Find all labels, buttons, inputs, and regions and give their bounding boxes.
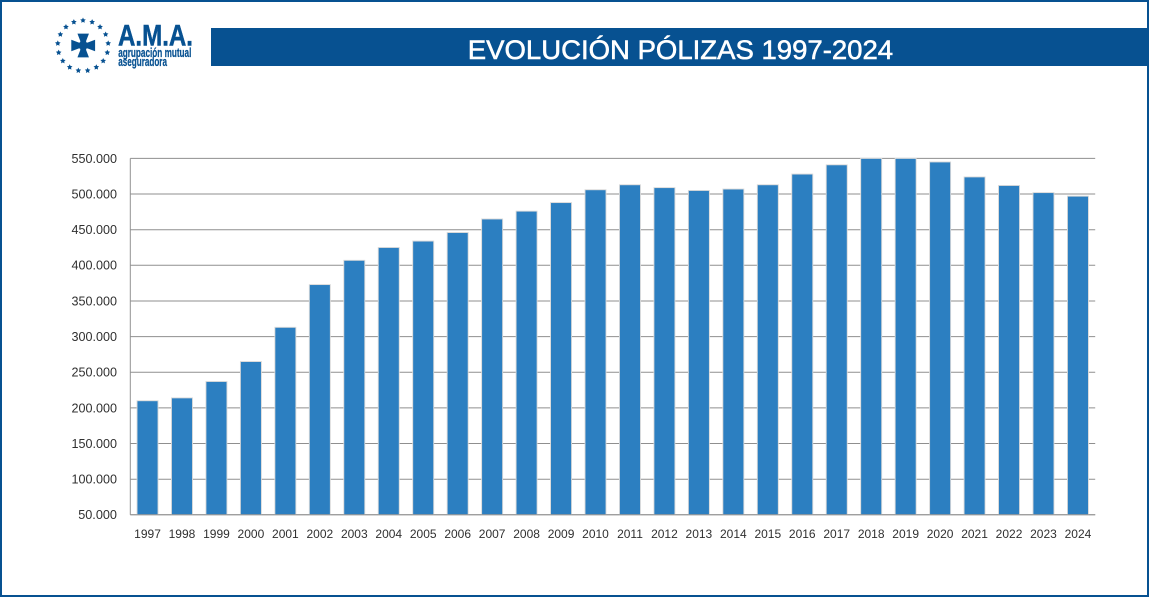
svg-text:2010: 2010 <box>582 527 609 541</box>
svg-text:400.000: 400.000 <box>72 258 118 273</box>
svg-text:EVOLUCIÓN PÓLIZAS 1997-2024: EVOLUCIÓN PÓLIZAS 1997-2024 <box>468 34 893 65</box>
svg-text:2009: 2009 <box>548 527 575 541</box>
svg-text:1998: 1998 <box>169 527 196 541</box>
svg-text:1999: 1999 <box>203 527 230 541</box>
svg-text:2012: 2012 <box>651 527 678 541</box>
svg-text:2022: 2022 <box>996 527 1023 541</box>
svg-text:2018: 2018 <box>858 527 885 541</box>
svg-text:2017: 2017 <box>823 527 850 541</box>
svg-text:2021: 2021 <box>961 527 988 541</box>
svg-text:2007: 2007 <box>479 527 506 541</box>
svg-text:2008: 2008 <box>513 527 540 541</box>
svg-text:200.000: 200.000 <box>72 400 118 415</box>
svg-text:2020: 2020 <box>927 527 954 541</box>
svg-text:550.000: 550.000 <box>72 151 118 166</box>
svg-text:2016: 2016 <box>789 527 816 541</box>
svg-text:150.000: 150.000 <box>72 436 118 451</box>
svg-text:2015: 2015 <box>754 527 781 541</box>
svg-text:500.000: 500.000 <box>72 186 118 201</box>
svg-text:2023: 2023 <box>1030 527 1057 541</box>
svg-text:aseguradora: aseguradora <box>118 55 167 69</box>
svg-text:2004: 2004 <box>375 527 402 541</box>
svg-text:2002: 2002 <box>306 527 333 541</box>
svg-text:50.000: 50.000 <box>78 507 117 522</box>
svg-text:450.000: 450.000 <box>72 222 118 237</box>
svg-text:2011: 2011 <box>617 527 643 541</box>
svg-text:100.000: 100.000 <box>72 472 118 487</box>
svg-text:1997: 1997 <box>134 527 161 541</box>
svg-text:2024: 2024 <box>1065 527 1092 541</box>
svg-text:2019: 2019 <box>892 527 919 541</box>
svg-text:agrupación mutual: agrupación mutual <box>118 46 191 60</box>
svg-text:250.000: 250.000 <box>72 365 118 380</box>
svg-text:2006: 2006 <box>444 527 471 541</box>
svg-text:A.M.A.: A.M.A. <box>118 19 193 52</box>
svg-text:2013: 2013 <box>686 527 713 541</box>
svg-text:300.000: 300.000 <box>72 329 118 344</box>
svg-text:2001: 2001 <box>272 527 299 541</box>
svg-text:2003: 2003 <box>341 527 368 541</box>
svg-text:2000: 2000 <box>238 527 265 541</box>
svg-text:2005: 2005 <box>410 527 437 541</box>
svg-text:350.000: 350.000 <box>72 293 118 308</box>
svg-text:2014: 2014 <box>720 527 747 541</box>
